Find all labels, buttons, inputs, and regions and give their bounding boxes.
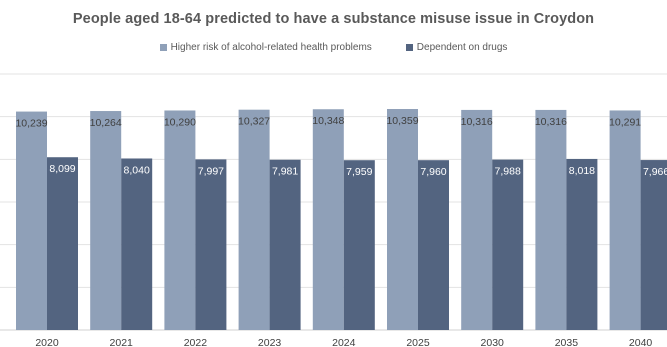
data-label-alcohol: 10,316 xyxy=(461,116,493,128)
x-tick-label: 2040 xyxy=(629,337,653,347)
bar-drugs xyxy=(418,160,449,330)
data-label-alcohol: 10,264 xyxy=(90,117,122,129)
x-tick-label: 2023 xyxy=(258,337,282,347)
legend-item-alcohol: Higher risk of alcohol-related health pr… xyxy=(159,42,372,53)
legend-label-alcohol: Higher risk of alcohol-related health pr… xyxy=(170,42,372,53)
data-label-drugs: 8,040 xyxy=(124,164,150,176)
bar-drugs xyxy=(195,159,227,330)
data-label-drugs: 7,988 xyxy=(495,166,521,178)
x-tick-label: 2022 xyxy=(184,337,208,347)
chart-title: People aged 18-64 predicted to have a su… xyxy=(72,11,595,27)
x-tick-label: 2020 xyxy=(35,337,59,347)
data-label-alcohol: 10,348 xyxy=(312,115,344,127)
data-label-alcohol: 10,359 xyxy=(386,115,418,127)
bar-drugs xyxy=(640,160,667,330)
data-label-alcohol: 10,290 xyxy=(164,116,196,128)
bar-drugs xyxy=(492,159,524,330)
bar-alcohol xyxy=(16,111,47,331)
legend-swatch-alcohol xyxy=(159,44,167,51)
x-tick-label: 2025 xyxy=(406,337,430,347)
bar-alcohol xyxy=(312,109,344,330)
bar-drugs xyxy=(47,157,78,330)
data-label-drugs: 8,018 xyxy=(569,165,595,177)
chart-legend: Higher risk of alcohol-related health pr… xyxy=(0,42,667,53)
bar-drugs xyxy=(343,160,375,330)
data-label-alcohol: 10,239 xyxy=(15,118,47,130)
x-tick-label: 2030 xyxy=(481,337,505,347)
x-tick-label: 2035 xyxy=(555,337,579,347)
bar-alcohol xyxy=(609,110,641,330)
x-tick-label: 2024 xyxy=(332,337,356,347)
bar-drugs xyxy=(269,159,301,330)
data-label-alcohol: 10,327 xyxy=(238,116,270,128)
data-label-alcohol: 10,291 xyxy=(609,116,641,128)
x-tick-label: 2021 xyxy=(110,337,134,347)
bar-alcohol xyxy=(238,109,270,330)
data-label-drugs: 7,997 xyxy=(198,165,224,177)
data-label-drugs: 7,960 xyxy=(420,166,446,178)
bar-alcohol xyxy=(90,111,122,330)
bar-drugs xyxy=(566,158,598,330)
legend-label-drugs: Dependent on drugs xyxy=(416,42,508,53)
data-label-drugs: 8,099 xyxy=(49,163,75,175)
data-label-alcohol: 10,316 xyxy=(535,116,567,128)
data-label-drugs: 7,959 xyxy=(346,166,372,178)
data-label-drugs: 7,981 xyxy=(272,166,298,178)
bar-alcohol xyxy=(461,109,493,331)
bar-alcohol xyxy=(387,109,418,331)
legend-item-drugs: Dependent on drugs xyxy=(405,42,508,53)
bar-alcohol xyxy=(535,109,567,331)
bar-alcohol xyxy=(164,110,196,330)
data-label-drugs: 7,966 xyxy=(643,166,667,178)
legend-swatch-drugs xyxy=(405,44,413,51)
bar-drugs xyxy=(121,158,153,330)
